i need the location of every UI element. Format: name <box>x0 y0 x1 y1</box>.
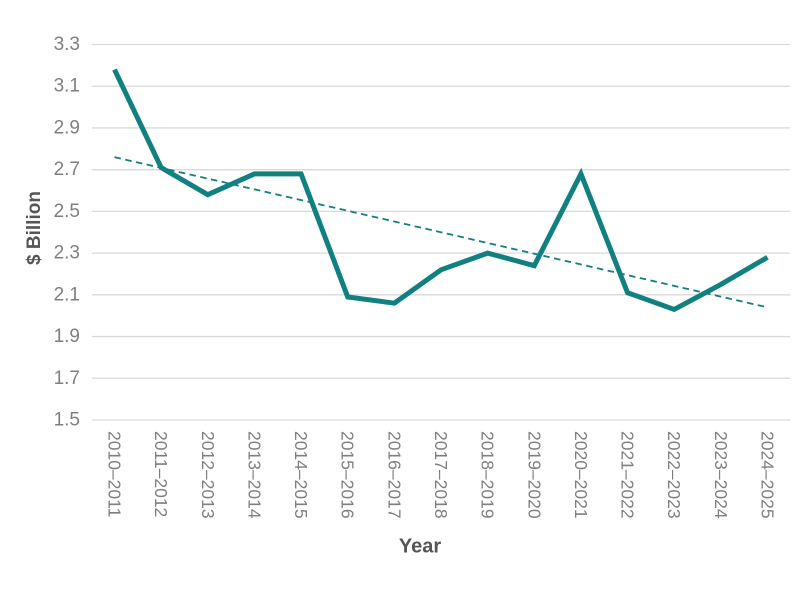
y-tick-label: 2.3 <box>54 243 80 264</box>
x-tick-label: 2021–2022 <box>618 431 638 519</box>
x-tick-label: 2016–2017 <box>384 431 404 519</box>
x-tick-label: 2012–2013 <box>198 431 218 519</box>
x-tick-label: 2020–2021 <box>571 431 591 519</box>
x-tick-label: 2024–2025 <box>758 431 778 519</box>
y-tick-label: 1.7 <box>54 368 80 389</box>
y-tick-label: 3.3 <box>54 34 80 55</box>
y-tick-label: 2.7 <box>54 159 80 180</box>
x-tick-label: 2014–2015 <box>291 431 311 519</box>
x-tick-label: 2010–2011 <box>105 431 125 517</box>
x-tick-label: 2019–2020 <box>524 431 544 519</box>
x-axis-title: Year <box>398 535 442 558</box>
x-tick-label: 2023–2024 <box>711 431 731 519</box>
y-tick-label: 2.5 <box>54 201 80 222</box>
data-series-line <box>112 68 769 313</box>
x-tick-label: 2013–2014 <box>244 431 264 519</box>
y-axis-title: $ Billion <box>24 191 45 265</box>
y-tick-label: 1.9 <box>54 326 80 347</box>
x-tick-label: 2022–2023 <box>664 431 684 519</box>
y-tick-label: 2.1 <box>54 284 80 305</box>
x-tick-label: 2011–2012 <box>151 431 171 517</box>
trendline <box>114 156 768 309</box>
x-tick-label: 2017–2018 <box>431 431 451 519</box>
x-tick-label: 2018–2019 <box>478 431 498 519</box>
y-tick-label: 1.5 <box>54 410 80 431</box>
y-tick-label: 2.9 <box>54 117 80 138</box>
x-tick-label: 2015–2016 <box>338 431 358 519</box>
y-tick-label: 3.1 <box>54 76 80 97</box>
